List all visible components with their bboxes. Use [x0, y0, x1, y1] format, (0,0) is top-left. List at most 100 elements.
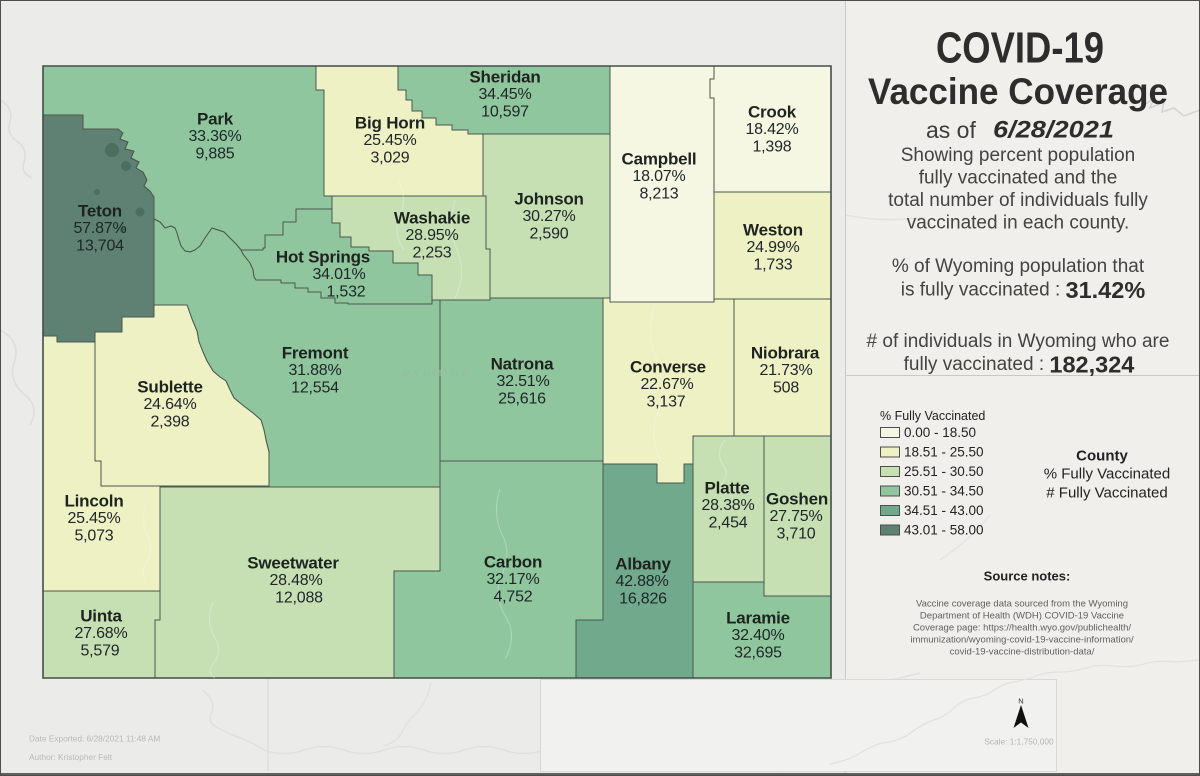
- svg-text:28.95%: 28.95%: [405, 227, 458, 244]
- svg-text:Lincoln: Lincoln: [64, 492, 123, 511]
- svg-text:21.73%: 21.73%: [759, 362, 812, 379]
- svg-text:22.67%: 22.67%: [640, 376, 693, 393]
- svg-text:Niobrara: Niobrara: [751, 344, 820, 363]
- svg-text:Hot Springs: Hot Springs: [276, 248, 370, 267]
- svg-text:18.42%: 18.42%: [745, 121, 798, 138]
- svg-text:508: 508: [773, 380, 799, 397]
- svg-text:% Fully Vaccinated: % Fully Vaccinated: [1044, 466, 1170, 483]
- svg-text:43.01 - 58.00: 43.01 - 58.00: [904, 523, 984, 538]
- svg-text:25.45%: 25.45%: [363, 132, 416, 149]
- svg-text:18.51 - 25.50: 18.51 - 25.50: [904, 445, 984, 460]
- svg-text:Vaccine Coverage: Vaccine Coverage: [868, 71, 1168, 112]
- svg-text:2,398: 2,398: [150, 414, 189, 431]
- svg-text:Laramie: Laramie: [726, 609, 790, 628]
- svg-text:27.68%: 27.68%: [74, 625, 127, 642]
- svg-text:24.99%: 24.99%: [746, 239, 799, 256]
- svg-text:Date Exported: 6/28/2021 11:48: Date Exported: 6/28/2021 11:48 AM: [29, 734, 160, 744]
- svg-text:Goshen: Goshen: [766, 490, 828, 509]
- svg-text:total number of individuals fu: total number of individuals fully: [888, 190, 1148, 211]
- svg-text:fully vaccinated : 182,324: fully vaccinated : 182,324: [904, 352, 1135, 378]
- svg-text:COVID-19: COVID-19: [936, 24, 1104, 73]
- svg-text:Albany: Albany: [615, 555, 671, 574]
- svg-text:Sweetwater: Sweetwater: [247, 554, 339, 573]
- svg-text:8,213: 8,213: [639, 186, 678, 203]
- svg-text:18.07%: 18.07%: [632, 168, 685, 185]
- svg-text:12,088: 12,088: [275, 590, 323, 607]
- svg-text:Source notes:: Source notes:: [984, 569, 1071, 584]
- svg-text:Big Horn: Big Horn: [355, 114, 425, 133]
- svg-text:1,532: 1,532: [326, 284, 365, 301]
- svg-text:34.45%: 34.45%: [478, 86, 531, 103]
- svg-text:Sheridan: Sheridan: [469, 68, 540, 87]
- svg-text:32.51%: 32.51%: [496, 373, 549, 390]
- svg-text:immunization/wyoming-covid-19-: immunization/wyoming-covid-19-vaccine-in…: [910, 635, 1134, 646]
- svg-text:% Fully Vaccinated: % Fully Vaccinated: [880, 409, 985, 423]
- svg-text:9,885: 9,885: [195, 146, 234, 163]
- svg-text:13,704: 13,704: [76, 238, 124, 255]
- svg-text:Vaccine coverage data sourced: Vaccine coverage data sourced from the W…: [916, 599, 1128, 610]
- svg-text:as of: as of: [926, 117, 976, 143]
- svg-text:Coverage page: https://health.: Coverage page: https://health.wyo.gov/pu…: [913, 623, 1131, 634]
- svg-text:# Fully Vaccinated: # Fully Vaccinated: [1046, 485, 1167, 502]
- svg-text:28.48%: 28.48%: [269, 572, 322, 589]
- svg-text:Teton: Teton: [78, 202, 122, 221]
- svg-text:25,616: 25,616: [498, 391, 546, 408]
- svg-text:6/28/2021: 6/28/2021: [993, 117, 1114, 144]
- svg-text:16,826: 16,826: [619, 591, 667, 608]
- svg-text:Showing percent population: Showing percent population: [901, 145, 1136, 166]
- svg-text:Campbell: Campbell: [622, 150, 697, 169]
- svg-text:24.64%: 24.64%: [143, 396, 196, 413]
- svg-text:12,554: 12,554: [291, 380, 339, 397]
- svg-text:Author: Kristopher Felt: Author: Kristopher Felt: [29, 752, 113, 762]
- svg-text:County: County: [1076, 448, 1128, 465]
- svg-text:3,137: 3,137: [646, 394, 685, 411]
- svg-text:N: N: [1018, 697, 1023, 706]
- svg-text:is fully vaccinated : 31.42%: is fully vaccinated : 31.42%: [901, 277, 1146, 303]
- svg-text:1,398: 1,398: [752, 139, 791, 156]
- svg-text:5,579: 5,579: [80, 643, 119, 660]
- svg-text:fully vaccinated and the: fully vaccinated and the: [919, 168, 1118, 189]
- svg-text:2,590: 2,590: [529, 226, 568, 243]
- svg-text:28.38%: 28.38%: [701, 497, 754, 514]
- svg-text:2,253: 2,253: [412, 245, 451, 262]
- svg-text:25.51 - 30.50: 25.51 - 30.50: [904, 464, 984, 479]
- svg-text:57.87%: 57.87%: [73, 220, 126, 237]
- svg-text:Crook: Crook: [748, 103, 797, 122]
- svg-text:# of individuals in Wyoming wh: # of individuals in Wyoming who are: [867, 331, 1170, 352]
- svg-text:32.40%: 32.40%: [731, 627, 784, 644]
- svg-text:3,710: 3,710: [776, 526, 815, 543]
- svg-text:32,695: 32,695: [734, 645, 782, 662]
- svg-text:30.27%: 30.27%: [522, 208, 575, 225]
- svg-text:Fremont: Fremont: [282, 344, 349, 363]
- svg-text:4,752: 4,752: [493, 589, 532, 606]
- svg-text:Johnson: Johnson: [514, 190, 583, 209]
- svg-text:Weston: Weston: [743, 221, 803, 240]
- svg-text:30.51 - 34.50: 30.51 - 34.50: [904, 484, 984, 499]
- svg-text:Scale: 1:1,750,000: Scale: 1:1,750,000: [984, 737, 1054, 747]
- svg-text:vaccinated in each county.: vaccinated in each county.: [907, 213, 1130, 234]
- svg-text:WYOMING: WYOMING: [402, 368, 473, 378]
- svg-text:Department of Health (WDH) COV: Department of Health (WDH) COVID-19 Vacc…: [920, 611, 1124, 622]
- svg-text:0.00 - 18.50: 0.00 - 18.50: [904, 425, 976, 440]
- svg-text:Sublette: Sublette: [137, 378, 202, 397]
- svg-text:Converse: Converse: [630, 358, 706, 377]
- svg-text:31.88%: 31.88%: [288, 362, 341, 379]
- svg-text:Park: Park: [197, 110, 234, 129]
- svg-text:25.45%: 25.45%: [67, 510, 120, 527]
- svg-text:2,454: 2,454: [708, 515, 747, 532]
- svg-text:Uinta: Uinta: [80, 607, 122, 626]
- svg-text:33.36%: 33.36%: [188, 128, 241, 145]
- svg-text:10,597: 10,597: [481, 104, 529, 121]
- svg-text:Natrona: Natrona: [491, 355, 555, 374]
- svg-text:Platte: Platte: [704, 479, 749, 498]
- svg-text:covid-19-vaccine-distribution-: covid-19-vaccine-distribution-data/: [950, 647, 1095, 658]
- svg-text:32.17%: 32.17%: [486, 571, 539, 588]
- svg-text:27.75%: 27.75%: [769, 508, 822, 525]
- svg-text:3,029: 3,029: [370, 150, 409, 167]
- svg-text:1,733: 1,733: [753, 257, 792, 274]
- svg-text:5,073: 5,073: [74, 528, 113, 545]
- svg-text:34.01%: 34.01%: [312, 266, 365, 283]
- svg-text:Carbon: Carbon: [484, 553, 542, 572]
- svg-text:% of Wyoming population that: % of Wyoming population that: [892, 256, 1145, 277]
- svg-text:42.88%: 42.88%: [615, 573, 668, 590]
